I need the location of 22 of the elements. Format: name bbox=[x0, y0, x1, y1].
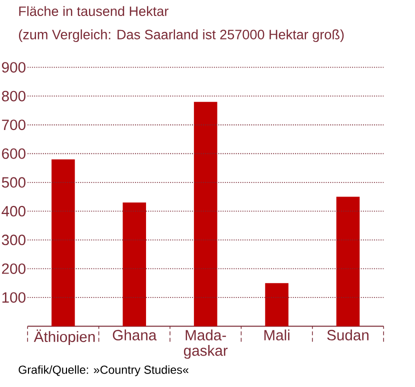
y-tick-label: 800 bbox=[2, 90, 26, 102]
y-tick-label: 200 bbox=[2, 263, 26, 274]
bar bbox=[265, 282, 288, 326]
y-tick-label: 900 bbox=[2, 62, 26, 72]
bar bbox=[52, 159, 75, 326]
x-tick-label: Ghana bbox=[112, 329, 157, 340]
y-tick-label: 300 bbox=[2, 234, 26, 245]
x-tick-label: Mali bbox=[264, 329, 290, 340]
x-tick-label: Mada- gaskar bbox=[184, 329, 228, 359]
bar bbox=[194, 102, 218, 326]
y-tick-label: 100 bbox=[2, 292, 26, 303]
y-tick-label: 400 bbox=[2, 206, 26, 216]
text: Grafik/Quelle: »Country Studies« bbox=[18, 365, 188, 376]
bar bbox=[122, 202, 146, 326]
y-tick-label: 700 bbox=[2, 119, 26, 130]
y-tick-label: 600 bbox=[2, 148, 26, 159]
chart-title: Fläche in tausend Hektar bbox=[19, 6, 168, 16]
x-tick-label: Äthiopien bbox=[34, 329, 95, 345]
x-tick-label: Sudan bbox=[327, 329, 368, 340]
chart-subtitle: (zum Vergleich: Das Saarland ist 257000 Hektar groß) bbox=[18, 29, 344, 42]
y-tick-label: 500 bbox=[2, 176, 26, 188]
bar bbox=[336, 196, 360, 326]
